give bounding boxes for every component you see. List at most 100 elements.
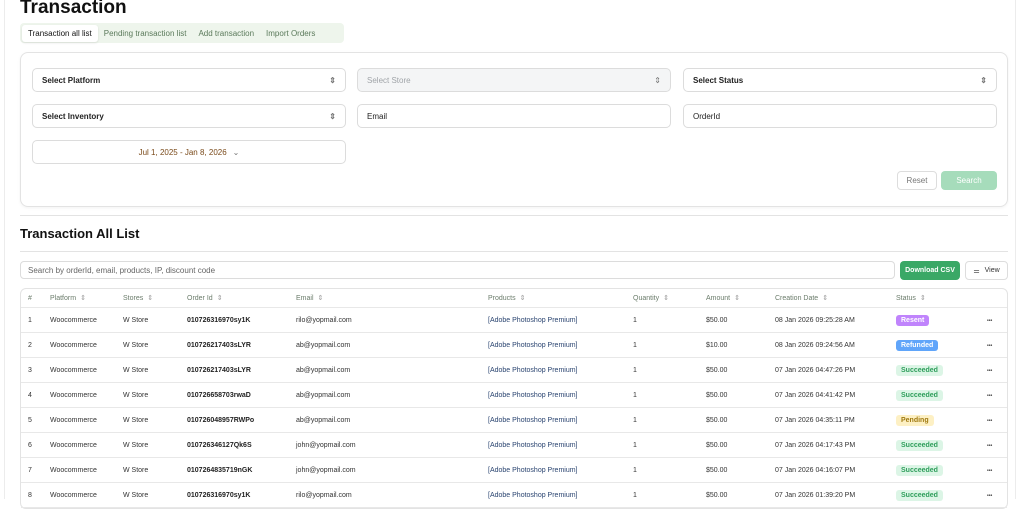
cell-product: [Adobe Photoshop Premium] <box>488 383 633 408</box>
column-header-order-id[interactable]: Order Id ⇕ <box>187 289 296 308</box>
column-header-status[interactable]: Status ⇕ <box>896 289 987 308</box>
column-header-creation-date[interactable]: Creation Date ⇕ <box>775 289 896 308</box>
column-header-products[interactable]: Products ⇕ <box>488 289 633 308</box>
reset-button[interactable]: Reset <box>897 171 937 190</box>
cell-date: 07 Jan 2026 01:39:20 PM <box>775 483 896 508</box>
column-header-label: Status <box>896 295 916 302</box>
more-actions-icon[interactable]: ••• <box>987 417 993 424</box>
sort-icon[interactable]: ⇕ <box>80 295 86 302</box>
more-actions-icon[interactable]: ••• <box>987 342 993 349</box>
cell-qty: 1 <box>633 483 706 508</box>
cell-email: ab@yopmail.com <box>296 408 488 433</box>
cell-status: Resent <box>896 308 987 333</box>
table-search-input[interactable]: Search by orderId, email, products, IP, … <box>20 261 895 279</box>
table-row[interactable]: 3 Woocommerce W Store 010726217403sLYR ab@yo… <box>21 358 1007 383</box>
column-header-email[interactable]: Email ⇕ <box>296 289 488 308</box>
status-select[interactable]: Select Status ⇕ <box>683 68 997 92</box>
table-row[interactable]: 5 Woocommerce W Store 010726048957RWPo ab@yo… <box>21 408 1007 433</box>
cell-platform: Woocommerce <box>50 408 123 433</box>
cell-store: W Store <box>123 458 187 483</box>
cell-amount: $50.00 <box>706 433 775 458</box>
cell-email: john@yopmail.com <box>296 433 488 458</box>
sliders-icon: ⚌ <box>973 267 980 275</box>
more-actions-icon[interactable]: ••• <box>987 442 993 449</box>
table-row[interactable]: 1 Woocommerce W Store 010726316970sy1K rilo@… <box>21 308 1007 333</box>
table-row[interactable]: 2 Woocommerce W Store 010726217403sLYR ab@yo… <box>21 333 1007 358</box>
status-select-label: Select Status <box>693 75 744 85</box>
cell-qty: 1 <box>633 408 706 433</box>
cell-qty: 1 <box>633 308 706 333</box>
column-header-platform[interactable]: Platform ⇕ <box>50 289 123 308</box>
sort-icon[interactable]: ⇕ <box>919 295 926 302</box>
search-button[interactable]: Search <box>941 171 997 190</box>
status-badge: Succeeded <box>896 464 943 476</box>
cell-actions: ••• <box>987 433 1007 458</box>
cell-product: [Adobe Photoshop Premium] <box>488 433 633 458</box>
more-actions-icon[interactable]: ••• <box>987 467 993 474</box>
column-header-label: Email <box>296 295 314 302</box>
cell-product: [Adobe Photoshop Premium] <box>488 333 633 358</box>
cell-status: Pending <box>896 408 987 433</box>
more-actions-icon[interactable]: ••• <box>987 392 993 399</box>
email-input[interactable]: Email <box>357 104 671 128</box>
column-header-stores[interactable]: Stores ⇕ <box>123 289 187 308</box>
sort-icon[interactable]: ⇕ <box>663 295 669 302</box>
cell-status: Refunded <box>896 333 987 358</box>
more-actions-icon[interactable]: ••• <box>987 317 993 324</box>
sort-icon[interactable]: ⇕ <box>519 295 526 302</box>
transactions-table: # Platform ⇕ Stores ⇕ Order Id ⇕ Email ⇕ Products… <box>20 288 1008 509</box>
column-header-label: Amount <box>706 295 731 302</box>
cell-n: 5 <box>21 408 50 433</box>
cell-qty: 1 <box>633 358 706 383</box>
order-id-input[interactable]: OrderId <box>683 104 997 128</box>
cell-date: 08 Jan 2026 09:25:28 AM <box>775 308 896 333</box>
chevron-up-down-icon: ⇕ <box>329 111 336 121</box>
cell-status: Succeeded <box>896 458 987 483</box>
tab-add-transaction[interactable]: Add transaction <box>198 28 255 38</box>
table-row[interactable]: 8 Woocommerce W Store 010726316970sy1K rilo@… <box>21 483 1007 508</box>
status-badge: Resent <box>896 314 930 326</box>
column-header-amount[interactable]: Amount ⇕ <box>706 289 775 308</box>
cell-order: 010726217403sLYR <box>187 358 296 383</box>
cell-store: W Store <box>123 333 187 358</box>
tab-import-orders[interactable]: Import Orders <box>266 28 316 38</box>
page-title: Transaction <box>20 0 127 18</box>
sort-icon[interactable]: ⇕ <box>147 295 154 302</box>
date-range-picker[interactable]: Jul 1, 2025 - Jan 8, 2026 ⌄ <box>32 140 346 164</box>
cell-email: ab@yopmail.com <box>296 383 488 408</box>
download-csv-button[interactable]: Download CSV <box>900 261 960 280</box>
tab-transaction-all-list[interactable]: Transaction all list <box>22 24 98 42</box>
cell-store: W Store <box>123 433 187 458</box>
chevron-up-down-icon: ⇕ <box>980 75 987 85</box>
cell-amount: $50.00 <box>706 408 775 433</box>
inventory-select-label: Select Inventory <box>42 111 104 121</box>
store-select: Select Store ⇕ <box>357 68 671 92</box>
cell-amount: $50.00 <box>706 458 775 483</box>
chevron-down-icon: ⌄ <box>232 147 240 157</box>
cell-order: 010726658703rwaD <box>187 383 296 408</box>
cell-amount: $10.00 <box>706 333 775 358</box>
sort-icon[interactable]: ⇕ <box>734 295 740 302</box>
platform-select[interactable]: Select Platform ⇕ <box>32 68 346 92</box>
table-row[interactable]: 6 Woocommerce W Store 010726346127Qk6S john@… <box>21 433 1007 458</box>
table-row[interactable]: 4 Woocommerce W Store 010726658703rwaD ab@yo… <box>21 383 1007 408</box>
status-badge: Refunded <box>896 339 939 351</box>
sort-icon[interactable]: ⇕ <box>216 295 223 302</box>
cell-actions: ••• <box>987 358 1007 383</box>
cell-status: Succeeded <box>896 383 987 408</box>
column-header-label: Platform <box>50 295 77 302</box>
tab-pending-transaction-list[interactable]: Pending transaction list <box>103 28 187 38</box>
more-actions-icon[interactable]: ••• <box>987 367 993 374</box>
table-row[interactable]: 7 Woocommerce W Store 0107264835719nGK john@… <box>21 458 1007 483</box>
sort-icon[interactable]: ⇕ <box>822 295 829 302</box>
more-actions-icon[interactable]: ••• <box>987 492 993 499</box>
cell-product: [Adobe Photoshop Premium] <box>488 408 633 433</box>
view-button[interactable]: ⚌ View <box>965 261 1008 280</box>
divider <box>20 251 1008 252</box>
inventory-select[interactable]: Select Inventory ⇕ <box>32 104 346 128</box>
column-header-quantity[interactable]: Quantity ⇕ <box>633 289 706 308</box>
cell-store: W Store <box>123 408 187 433</box>
cell-status: Succeeded <box>896 433 987 458</box>
cell-product: [Adobe Photoshop Premium] <box>488 358 633 383</box>
sort-icon[interactable]: ⇕ <box>317 295 324 302</box>
